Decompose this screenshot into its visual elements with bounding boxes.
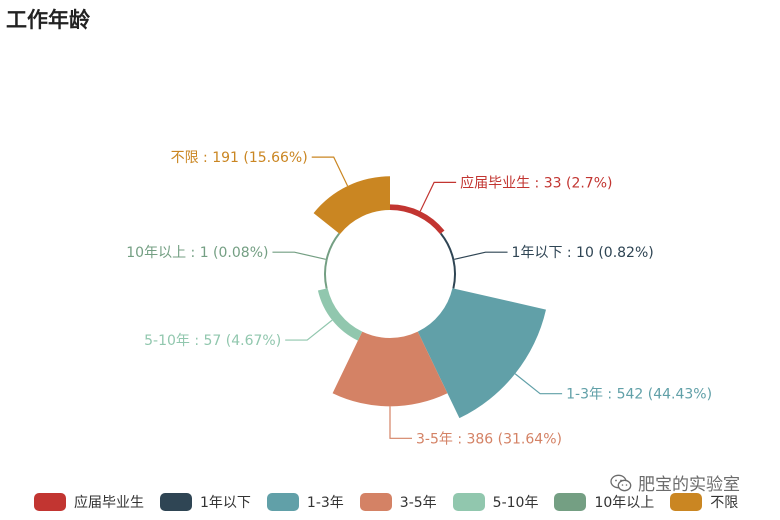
slice-label-under-1-year: 1年以下 : 10 (0.82%) <box>512 245 654 261</box>
rose-slice-1-3-years[interactable] <box>417 288 546 419</box>
legend-label: 5-10年 <box>492 495 539 511</box>
slice-labels: 应届毕业生 : 33 (2.7%) 1年以下 : 10 (0.82%) 1-3年 :… <box>126 150 712 447</box>
leader-line-over-10-years <box>272 251 326 260</box>
legend-swatch <box>34 493 66 511</box>
rose-slices <box>313 176 546 419</box>
legend-label: 10年以上 <box>594 495 655 511</box>
legend-label: 1年以下 <box>200 495 251 511</box>
legend-item-over-10-years[interactable]: 10年以上 <box>554 492 654 512</box>
rose-slice-fresh-graduate[interactable] <box>390 204 445 235</box>
legend-label: 不限 <box>710 495 739 511</box>
chart-legend: 应届毕业生 1年以下 1-3年 3-5年 5-10年 10年以上 不限 <box>34 492 738 512</box>
leader-line-unlimited <box>311 156 349 187</box>
legend-item-unlimited[interactable]: 不限 <box>670 492 738 512</box>
slice-label-1-3-years: 1-3年 : 542 (44.43%) <box>566 387 712 403</box>
slice-label-unlimited: 不限 : 191 (15.66%) <box>171 150 308 166</box>
rose-slice-over-10-years[interactable] <box>324 232 340 289</box>
legend-item-fresh-graduate[interactable]: 应届毕业生 <box>34 492 144 512</box>
legend-item-1-3-years[interactable]: 1-3年 <box>266 492 344 512</box>
rose-slice-3-5-years[interactable] <box>332 331 448 407</box>
legend-swatch <box>359 493 392 511</box>
legend-item-3-5-years[interactable]: 3-5年 <box>359 492 437 512</box>
legend-swatch <box>554 493 587 511</box>
leader-line-fresh-graduate <box>419 181 457 212</box>
legend-swatch <box>160 493 192 511</box>
watermark: 肥宝的实验室 <box>610 470 740 495</box>
leader-line-under-1-year <box>454 251 508 260</box>
leader-line-1-3-years <box>514 373 563 395</box>
legend-swatch <box>266 493 299 511</box>
rose-slice-under-1-year[interactable] <box>440 232 457 289</box>
leader-line-3-5-years <box>389 406 412 439</box>
rose-slice-5-10-years[interactable] <box>317 288 363 341</box>
watermark-text: 肥宝的实验室 <box>638 475 740 495</box>
legend-item-5-10-years[interactable]: 5-10年 <box>452 492 539 512</box>
legend-label: 1-3年 <box>306 495 344 511</box>
legend-swatch <box>452 493 485 511</box>
leader-line-5-10-years <box>285 319 333 341</box>
chart-title: 工作年龄 <box>6 8 90 32</box>
slice-label-5-10-years: 5-10年 : 57 (4.67%) <box>144 333 281 349</box>
slice-label-3-5-years: 3-5年 : 386 (31.64%) <box>416 431 562 447</box>
slice-label-over-10-years: 10年以上 : 1 (0.08%) <box>126 245 268 261</box>
legend-item-under-1-year[interactable]: 1年以下 <box>160 492 251 512</box>
label-leader-lines <box>272 156 563 439</box>
wechat-icon <box>610 474 632 491</box>
legend-label: 应届毕业生 <box>74 495 144 511</box>
rose-slice-unlimited[interactable] <box>313 176 390 235</box>
legend-label: 3-5年 <box>399 495 437 511</box>
slice-label-fresh-graduate: 应届毕业生 : 33 (2.7%) <box>460 174 612 191</box>
legend-swatch <box>670 493 703 511</box>
